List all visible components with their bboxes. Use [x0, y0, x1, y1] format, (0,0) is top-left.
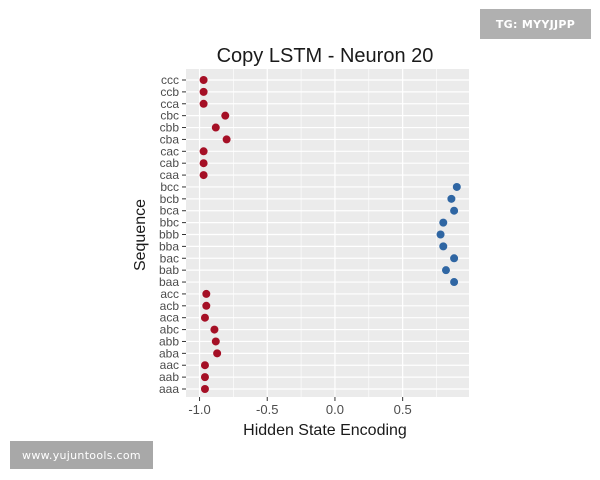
- data-point-bab: [441, 266, 450, 275]
- x-axis-ticks: -1.0 -0.5 0.0 0.5: [188, 397, 412, 417]
- data-point-ccc: [199, 76, 208, 84]
- data-point-bca: [450, 206, 459, 215]
- y-tick-label: aab: [159, 370, 179, 384]
- data-point-acc: [202, 289, 211, 298]
- chart-title: Copy LSTM - Neuron 20: [217, 45, 434, 67]
- y-tick-label: bac: [160, 251, 179, 265]
- watermark-top: TG: MYYJJPP: [480, 9, 591, 39]
- y-tick-label: bab: [159, 263, 179, 277]
- data-point-aaa: [200, 385, 209, 393]
- x-tick-label: -1.0: [188, 402, 210, 417]
- y-tick-label: cab: [160, 156, 180, 170]
- data-point-bbb: [436, 230, 445, 239]
- y-tick-label: acb: [160, 299, 180, 313]
- data-point-bcb: [447, 194, 456, 203]
- data-point-acb: [202, 301, 211, 310]
- y-tick-label: cbc: [160, 109, 179, 123]
- data-point-bcc: [452, 182, 461, 191]
- y-tick-label: cac: [160, 144, 179, 158]
- data-point-bac: [450, 254, 459, 263]
- y-tick-label: aca: [160, 311, 180, 325]
- data-point-aba: [213, 349, 222, 358]
- y-tick-label: caa: [160, 168, 180, 182]
- y-tick-label: bba: [159, 239, 179, 253]
- data-point-aac: [200, 361, 209, 370]
- x-tick-label: -0.5: [256, 402, 278, 417]
- y-tick-label: ccc: [161, 73, 179, 87]
- data-point-cbc: [221, 111, 230, 120]
- x-tick-label: 0.0: [326, 402, 344, 417]
- x-axis-label: Hidden State Encoding: [243, 422, 407, 439]
- data-point-aab: [200, 373, 209, 382]
- data-point-caa: [199, 171, 208, 180]
- y-tick-label: aaa: [159, 382, 179, 396]
- data-point-cba: [222, 135, 231, 144]
- data-point-baa: [450, 278, 459, 287]
- y-tick-label: ccb: [160, 85, 179, 99]
- y-tick-label: bbb: [159, 228, 179, 242]
- y-tick-label: cbb: [160, 121, 180, 135]
- y-tick-label: cca: [160, 97, 179, 111]
- data-point-ccb: [199, 87, 208, 96]
- data-point-cca: [199, 99, 208, 108]
- y-tick-label: aba: [159, 346, 179, 360]
- y-tick-label: abb: [159, 334, 179, 348]
- data-point-cac: [199, 147, 208, 156]
- y-tick-label: bca: [160, 204, 180, 218]
- grid-lines: [186, 69, 469, 397]
- data-point-aca: [200, 313, 209, 322]
- y-axis-label: Sequence: [132, 199, 149, 271]
- y-tick-label: abc: [160, 323, 179, 337]
- data-points: [199, 76, 461, 393]
- y-tick-label: bcc: [160, 180, 179, 194]
- data-point-cab: [199, 159, 208, 168]
- watermark-bottom: www.yujuntools.com: [10, 441, 153, 469]
- plot-panel: [186, 69, 469, 397]
- y-tick-label: bcb: [160, 192, 180, 206]
- x-tick-label: 0.5: [394, 402, 412, 417]
- data-point-abb: [211, 337, 220, 346]
- data-point-cbb: [211, 123, 220, 132]
- data-point-bba: [439, 242, 448, 251]
- y-tick-label: aac: [160, 358, 179, 372]
- y-tick-label: baa: [159, 275, 179, 289]
- y-tick-label: cba: [160, 132, 180, 146]
- y-axis-ticks: cccccbccacbccbbcbacaccabcaabccbcbbcabbcb…: [159, 73, 186, 396]
- y-tick-label: bbc: [160, 216, 179, 230]
- y-tick-label: acc: [160, 287, 179, 301]
- data-point-bbc: [439, 218, 448, 227]
- data-point-abc: [210, 325, 219, 334]
